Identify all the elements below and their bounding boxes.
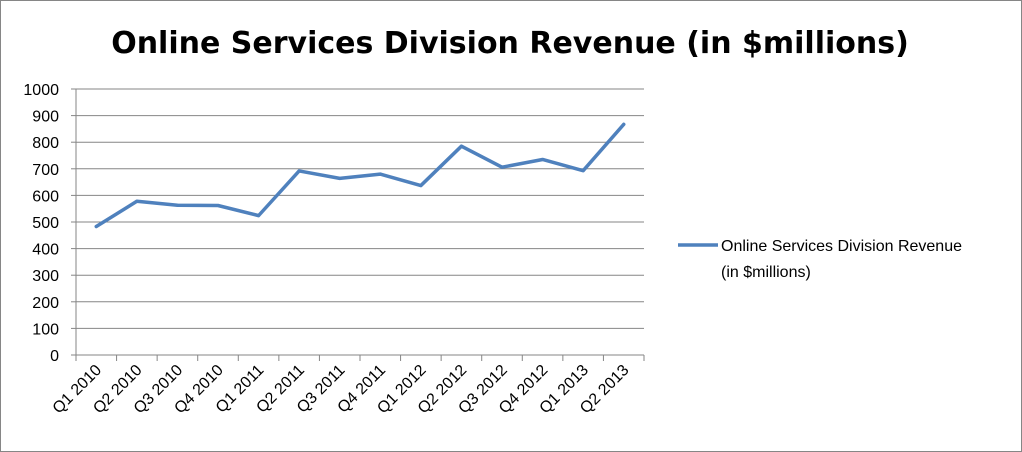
data-point xyxy=(541,157,545,161)
data-point xyxy=(175,203,179,207)
data-point xyxy=(338,176,342,180)
y-tick-label: 700 xyxy=(32,162,59,179)
y-tick-label: 1000 xyxy=(23,82,59,99)
data-point xyxy=(257,214,261,218)
y-tick-label: 200 xyxy=(32,295,59,312)
data-point xyxy=(459,144,463,148)
series-line xyxy=(94,122,626,229)
legend-label: Online Services Division Revenue xyxy=(721,238,962,255)
data-point xyxy=(378,172,382,176)
legend-label: (in $millions) xyxy=(721,264,811,281)
chart-title: Online Services Division Revenue (in $mi… xyxy=(111,26,909,61)
data-point xyxy=(94,225,98,229)
y-tick-label: 300 xyxy=(32,268,59,285)
series-layer xyxy=(94,122,626,229)
data-point xyxy=(297,169,301,173)
y-tick-label: 500 xyxy=(32,215,59,232)
data-point xyxy=(622,122,626,126)
data-point xyxy=(581,169,585,173)
data-point xyxy=(500,165,504,169)
y-tick-label: 0 xyxy=(50,348,59,365)
y-tick-label: 600 xyxy=(32,188,59,205)
data-point xyxy=(216,204,220,208)
y-tick-label: 900 xyxy=(32,109,59,126)
grid xyxy=(76,88,644,329)
y-tick-label: 100 xyxy=(32,321,59,338)
data-point xyxy=(135,199,139,203)
data-point xyxy=(419,184,423,188)
y-tick-label: 800 xyxy=(32,135,59,152)
y-tick-label: 400 xyxy=(32,242,59,259)
legend: Online Services Division Revenue (in $mil… xyxy=(678,238,962,281)
